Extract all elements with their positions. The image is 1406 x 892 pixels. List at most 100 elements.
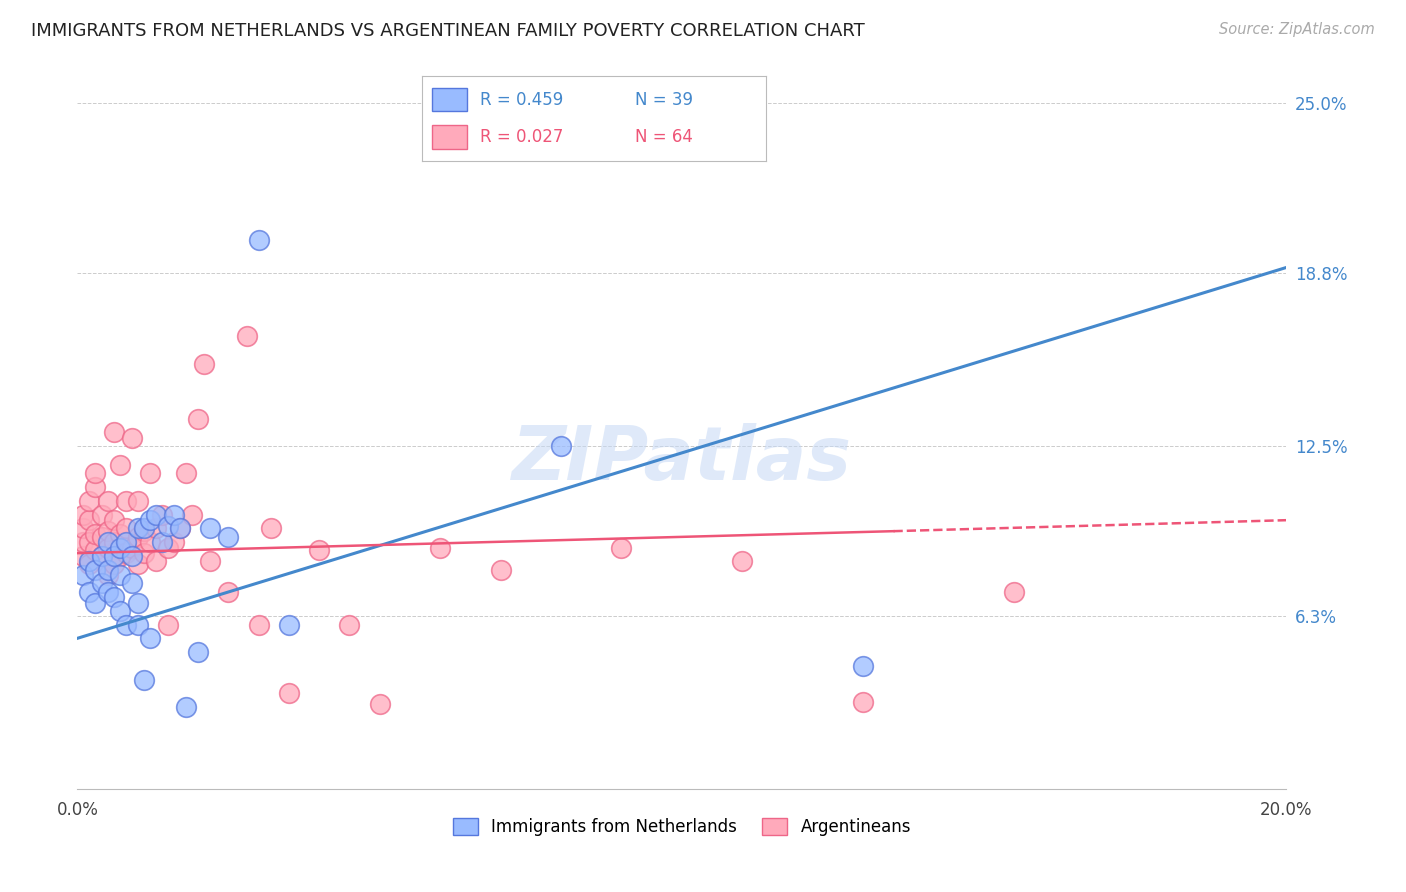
Point: [96, 494, 118, 508]
Point: [72, 521, 94, 535]
Point: [114, 535, 136, 549]
Point: [139, 513, 162, 527]
Point: [108, 527, 131, 541]
Text: R = 0.027: R = 0.027: [481, 128, 564, 145]
Point: [132, 673, 155, 687]
Point: [610, 541, 633, 555]
Point: [79, 554, 101, 568]
Point: [127, 494, 149, 508]
Point: [145, 521, 167, 535]
Point: [337, 617, 360, 632]
Point: [103, 535, 125, 549]
Point: [200, 554, 222, 568]
Point: [169, 521, 191, 535]
Point: [150, 535, 173, 549]
Point: [121, 576, 143, 591]
Point: [852, 658, 875, 673]
Point: [132, 521, 155, 535]
Point: [103, 590, 125, 604]
Bar: [432, 87, 467, 112]
Point: [90, 530, 112, 544]
Point: [108, 568, 131, 582]
Point: [127, 617, 149, 632]
Point: [90, 576, 112, 591]
Point: [132, 546, 155, 560]
Point: [218, 530, 240, 544]
Point: [163, 508, 186, 522]
Point: [1004, 584, 1026, 599]
Point: [114, 546, 136, 560]
Point: [79, 513, 101, 527]
Point: [121, 431, 143, 445]
Point: [114, 617, 136, 632]
Point: [96, 568, 118, 582]
Point: [139, 632, 162, 646]
Point: [174, 700, 197, 714]
Point: [174, 467, 197, 481]
Point: [90, 508, 112, 522]
Point: [145, 554, 167, 568]
Point: [96, 524, 118, 538]
Point: [187, 411, 209, 425]
Point: [169, 521, 191, 535]
Point: [139, 535, 162, 549]
Point: [308, 543, 330, 558]
Point: [163, 535, 186, 549]
Point: [731, 554, 754, 568]
Point: [108, 541, 131, 555]
Point: [368, 698, 391, 712]
Legend: Immigrants from Netherlands, Argentineans: Immigrants from Netherlands, Argentinean…: [446, 812, 918, 843]
Point: [121, 549, 143, 563]
Point: [103, 425, 125, 440]
Point: [127, 530, 149, 544]
Point: [96, 563, 118, 577]
Point: [193, 357, 215, 371]
Point: [247, 233, 270, 247]
Bar: [432, 125, 467, 149]
Point: [139, 467, 162, 481]
Point: [103, 513, 125, 527]
Point: [79, 584, 101, 599]
Point: [235, 329, 257, 343]
Point: [79, 494, 101, 508]
Text: R = 0.459: R = 0.459: [481, 91, 564, 109]
Point: [84, 527, 107, 541]
Point: [96, 535, 118, 549]
Point: [84, 596, 107, 610]
Point: [550, 439, 572, 453]
Point: [218, 584, 240, 599]
Point: [489, 563, 512, 577]
Point: [103, 557, 125, 571]
Point: [260, 521, 283, 535]
Point: [114, 521, 136, 535]
Point: [79, 535, 101, 549]
Point: [429, 541, 451, 555]
Point: [96, 584, 118, 599]
Point: [127, 521, 149, 535]
Text: N = 64: N = 64: [636, 128, 693, 145]
Point: [200, 521, 222, 535]
Text: N = 39: N = 39: [636, 91, 693, 109]
Point: [90, 549, 112, 563]
Point: [84, 480, 107, 494]
Text: Source: ZipAtlas.com: Source: ZipAtlas.com: [1219, 22, 1375, 37]
Point: [181, 508, 204, 522]
Point: [150, 508, 173, 522]
Point: [114, 494, 136, 508]
Point: [247, 617, 270, 632]
Point: [84, 543, 107, 558]
Point: [187, 645, 209, 659]
Point: [84, 563, 107, 577]
Point: [72, 549, 94, 563]
Point: [127, 557, 149, 571]
Text: ZIPatlas: ZIPatlas: [512, 423, 852, 496]
Point: [157, 617, 180, 632]
Point: [72, 568, 94, 582]
Text: IMMIGRANTS FROM NETHERLANDS VS ARGENTINEAN FAMILY POVERTY CORRELATION CHART: IMMIGRANTS FROM NETHERLANDS VS ARGENTINE…: [31, 22, 865, 40]
Point: [852, 694, 875, 708]
Point: [132, 524, 155, 538]
Point: [127, 596, 149, 610]
Point: [72, 508, 94, 522]
Point: [84, 467, 107, 481]
Point: [157, 518, 180, 533]
